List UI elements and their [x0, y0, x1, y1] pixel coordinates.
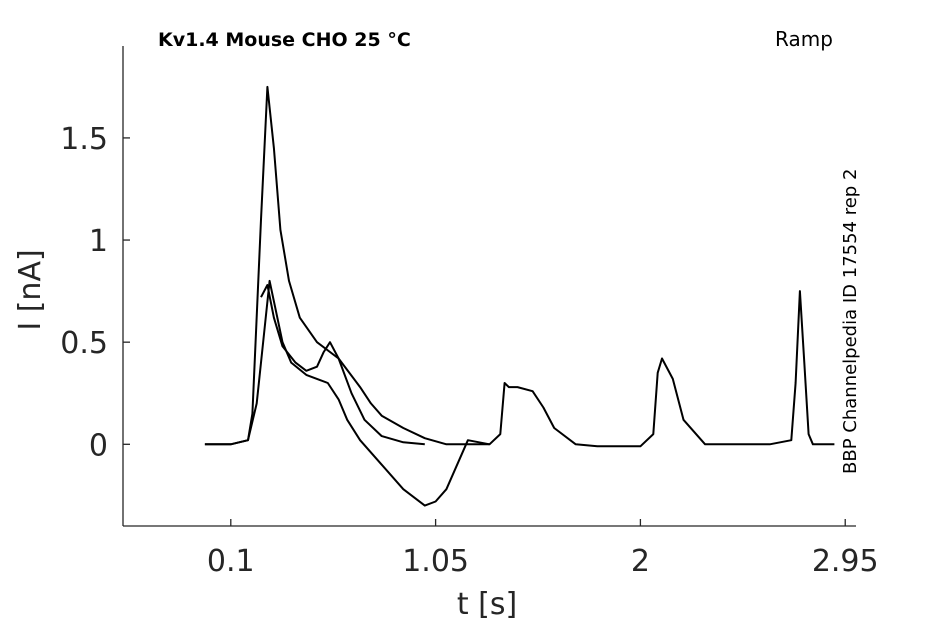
x-tick-label: 2	[631, 544, 650, 579]
x-tick-label: 2.95	[812, 544, 879, 579]
x-tick-label: 0.1	[207, 544, 255, 579]
y-tick-label: 1	[89, 224, 108, 259]
current-trace-3	[260, 284, 425, 446]
axes	[122, 46, 856, 527]
x-ticks: 0.1 1.05 2 2.95	[207, 519, 879, 579]
y-ticks: 0 0.5 1 1.5	[60, 122, 130, 463]
channelpedia-id-label: BBP Channelpedia ID 17554 rep 2	[840, 169, 861, 474]
y-tick-label: 1.5	[60, 122, 108, 157]
x-axis-label: t [s]	[457, 587, 517, 622]
y-tick-label: 0	[89, 428, 108, 463]
traces	[204, 85, 835, 507]
current-trace-2	[204, 279, 490, 507]
y-axis-label: I [nA]	[13, 249, 48, 330]
protocol-label: Ramp	[775, 27, 833, 51]
current-trace-1	[204, 85, 835, 448]
chart-title: Kv1.4 Mouse CHO 25 °C	[158, 29, 411, 51]
x-tick-label: 1.05	[402, 544, 469, 579]
y-tick-label: 0.5	[60, 326, 108, 361]
